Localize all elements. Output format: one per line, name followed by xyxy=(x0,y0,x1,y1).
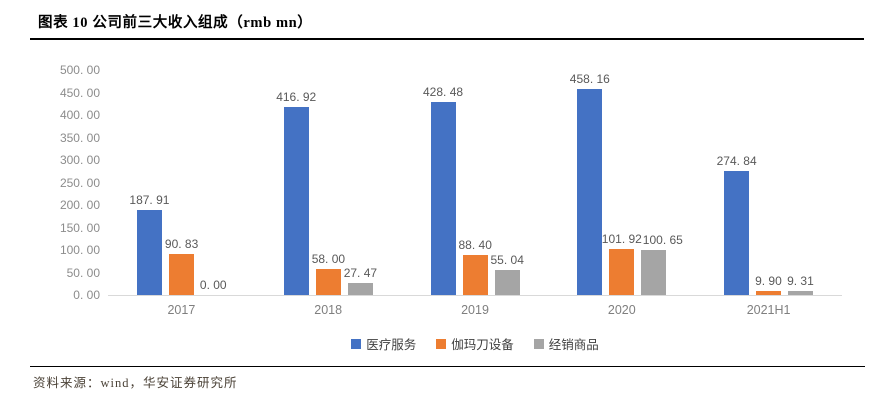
data-label: 458. 16 xyxy=(569,71,610,86)
legend-item: 医疗服务 xyxy=(351,334,416,353)
legend-item: 伽玛刀设备 xyxy=(436,334,514,353)
y-tick-label: 450. 00 xyxy=(59,85,100,100)
data-label: 55. 04 xyxy=(490,253,524,268)
bar-series2-2019 xyxy=(494,270,520,295)
chart-legend: 医疗服务 伽玛刀设备 经销商品 xyxy=(108,334,842,353)
x-axis-line xyxy=(108,295,842,296)
data-label: 90. 83 xyxy=(164,237,199,252)
legend-label: 医疗服务 xyxy=(366,338,417,352)
x-axis-label: 2021H1 xyxy=(746,303,791,317)
data-label: 187. 91 xyxy=(129,193,170,208)
bar-series2-2021H1 xyxy=(788,290,814,295)
y-tick-label: 0. 00 xyxy=(73,288,100,302)
y-tick-label: 300. 00 xyxy=(59,153,100,167)
data-label: 416. 92 xyxy=(276,90,317,105)
bar-series2-2018 xyxy=(347,282,373,295)
y-tick-label: 50. 00 xyxy=(66,265,100,280)
bar-series1-2021H1 xyxy=(756,290,782,295)
bar-series0-2019 xyxy=(430,102,456,295)
legend-swatch xyxy=(436,338,447,349)
bar-series1-2020 xyxy=(609,249,635,295)
data-label: 428. 48 xyxy=(423,85,464,100)
bar-series2-2020 xyxy=(641,249,667,295)
y-tick-label: 100. 00 xyxy=(59,243,100,257)
y-tick-label: 400. 00 xyxy=(59,108,100,122)
legend-swatch xyxy=(533,338,544,349)
title-rule xyxy=(30,38,864,41)
data-label: 9. 31 xyxy=(787,273,814,288)
y-tick-label: 250. 00 xyxy=(59,175,100,190)
figure-title: 图表 10 公司前三大收入组成（rmb mn） xyxy=(38,15,313,31)
y-tick-label: 350. 00 xyxy=(59,130,100,145)
y-tick-label: 150. 00 xyxy=(59,220,100,235)
bar-series0-2021H1 xyxy=(724,171,750,295)
footer-rule xyxy=(30,366,865,368)
data-label: 274. 84 xyxy=(716,154,757,169)
data-label: 101. 92 xyxy=(601,232,642,247)
data-label: 58. 00 xyxy=(311,251,346,266)
y-tick-label: 500. 00 xyxy=(59,63,100,77)
data-label: 27. 47 xyxy=(343,265,378,280)
legend-label: 伽玛刀设备 xyxy=(451,338,514,352)
x-axis-label: 2018 xyxy=(314,303,343,317)
data-label: 88. 40 xyxy=(458,238,492,253)
legend-swatch xyxy=(351,338,362,349)
x-axis-label: 2020 xyxy=(607,303,636,317)
x-axis-label: 2019 xyxy=(461,303,489,317)
legend-label: 经销商品 xyxy=(548,338,599,352)
legend-item: 经销商品 xyxy=(533,334,599,353)
x-axis-label: 2017 xyxy=(167,303,196,317)
bar-series1-2018 xyxy=(315,268,341,295)
data-label: 100. 65 xyxy=(642,232,683,247)
source-note: 资料来源：wind，华安证券研究所 xyxy=(33,376,238,390)
data-label: 0. 00 xyxy=(199,278,227,292)
bar-series0-2018 xyxy=(283,107,309,295)
bar-series0-2017 xyxy=(136,210,162,295)
bar-series1-2019 xyxy=(462,255,488,295)
bar-series0-2020 xyxy=(577,88,603,295)
bar-series1-2017 xyxy=(168,254,194,295)
data-label: 9. 90 xyxy=(755,273,782,288)
y-tick-label: 200. 00 xyxy=(59,198,100,212)
